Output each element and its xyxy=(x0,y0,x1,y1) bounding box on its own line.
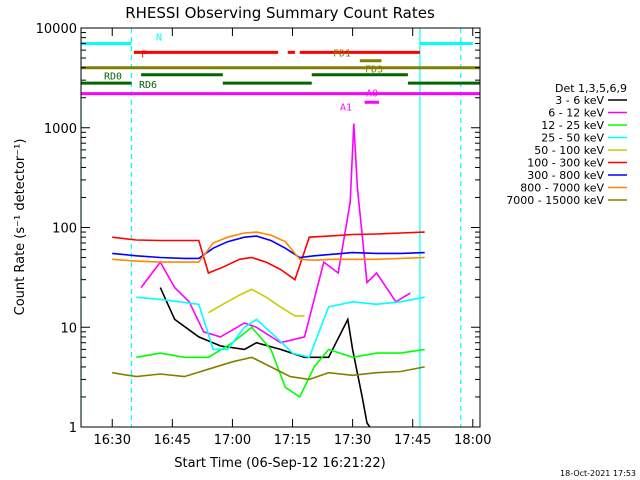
y-tick-label: 100 xyxy=(52,222,77,237)
legend-entry-label: 25 - 50 keV xyxy=(541,132,604,145)
x-tick-label: 17:00 xyxy=(214,433,251,448)
x-axis-label: Start Time (06-Sep-12 16:21:22) xyxy=(174,456,385,471)
series-line-7 xyxy=(112,231,425,263)
legend-entry-label: 800 - 7000 keV xyxy=(520,182,604,195)
legend-entry-label: 50 - 100 keV xyxy=(534,144,604,157)
flag-label-n: N xyxy=(156,32,162,43)
y-tick-label: 1 xyxy=(69,421,77,436)
x-tick-label: 18:00 xyxy=(454,433,491,448)
x-tick-label: 16:30 xyxy=(94,433,131,448)
series-line-1 xyxy=(140,123,411,344)
legend-entry-label: 100 - 300 keV xyxy=(527,157,604,170)
series-line-4 xyxy=(207,288,305,317)
y-axis-label: Count Rate (s⁻¹ detector⁻¹) xyxy=(13,139,28,316)
x-tick-label: 17:45 xyxy=(394,433,431,448)
flag-label-a1: A1 xyxy=(340,102,352,113)
flag-label-f: F xyxy=(141,49,147,60)
flag-label-rd6: RD6 xyxy=(139,80,157,91)
series-line-3 xyxy=(136,296,425,359)
x-tick-label: 17:15 xyxy=(274,433,311,448)
x-tick-label: 17:30 xyxy=(334,433,371,448)
x-tick-label: 16:45 xyxy=(154,433,191,448)
series-line-5 xyxy=(112,231,425,281)
legend-entry-label: 7000 - 15000 keV xyxy=(506,194,604,207)
series-line-2 xyxy=(136,326,425,399)
y-tick-label: 1000 xyxy=(44,122,77,137)
y-tick-label: 10000 xyxy=(36,22,77,37)
footer-date: 18-Oct-2021 17:53 xyxy=(560,469,636,478)
flag-label-a0: A0 xyxy=(366,89,378,100)
legend-title: Det 1,3,5,6,9 xyxy=(555,82,627,95)
legend-entry-label: 3 - 6 keV xyxy=(555,94,604,107)
legend-entry-label: 12 - 25 keV xyxy=(541,119,604,132)
flag-label-rd0: RD0 xyxy=(104,72,122,83)
series-line-8 xyxy=(112,356,425,381)
chart-title: RHESSI Observing Summary Count Rates xyxy=(125,4,435,22)
flag-label-fd3: FD3 xyxy=(365,65,383,76)
y-tick-label: 10 xyxy=(60,321,77,336)
flag-label-fd1: FD1 xyxy=(333,49,351,60)
legend-entry-label: 6 - 12 keV xyxy=(548,107,604,120)
legend-entry-label: 300 - 800 keV xyxy=(527,169,604,182)
series-line-6 xyxy=(112,235,425,260)
